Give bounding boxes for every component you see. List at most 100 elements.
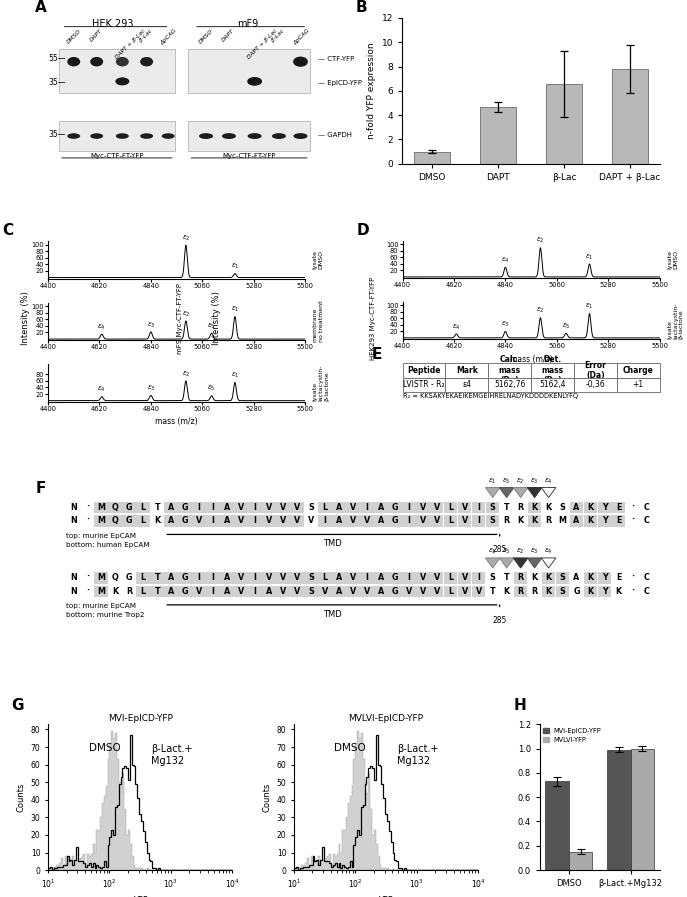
Bar xyxy=(136,572,150,584)
Bar xyxy=(556,586,570,597)
Bar xyxy=(220,515,234,527)
Text: V: V xyxy=(238,573,245,582)
Text: V: V xyxy=(196,587,203,596)
Polygon shape xyxy=(528,487,542,498)
Ellipse shape xyxy=(247,133,262,139)
Text: A: A xyxy=(378,517,384,526)
Text: I: I xyxy=(477,503,480,512)
Text: A: A xyxy=(224,573,230,582)
Text: N: N xyxy=(70,573,77,582)
Bar xyxy=(248,572,262,584)
Text: E: E xyxy=(616,573,621,582)
Bar xyxy=(444,501,458,513)
Text: G: G xyxy=(573,587,580,596)
Text: A: A xyxy=(378,503,384,512)
Bar xyxy=(122,515,136,527)
Bar xyxy=(458,572,471,584)
Bar xyxy=(332,515,346,527)
Text: I: I xyxy=(212,587,214,596)
X-axis label: mass (m/z): mass (m/z) xyxy=(510,354,552,363)
Text: Myc-CTF-FT-YFP: Myc-CTF-FT-YFP xyxy=(90,153,144,160)
Text: Q: Q xyxy=(112,503,119,512)
Text: top: murine EpCAM: top: murine EpCAM xyxy=(67,603,137,609)
Bar xyxy=(262,572,275,584)
Text: I: I xyxy=(407,517,410,526)
Text: V: V xyxy=(462,503,468,512)
Text: ·: · xyxy=(86,573,89,582)
Bar xyxy=(374,586,387,597)
Bar xyxy=(234,586,248,597)
Text: T: T xyxy=(155,573,160,582)
Text: C: C xyxy=(644,517,649,526)
Text: — CTF-YFP: — CTF-YFP xyxy=(318,56,354,62)
Text: I: I xyxy=(324,517,326,526)
Text: S: S xyxy=(560,587,565,596)
Text: DMSO: DMSO xyxy=(66,28,82,45)
Text: G: G xyxy=(182,587,188,596)
Text: Y: Y xyxy=(602,587,607,596)
Text: membrane
no treatment: membrane no treatment xyxy=(313,300,324,343)
Text: I: I xyxy=(365,573,368,582)
Text: V: V xyxy=(350,517,356,526)
Bar xyxy=(59,49,175,93)
Bar xyxy=(570,515,583,527)
Text: C: C xyxy=(644,587,649,596)
Bar xyxy=(192,572,206,584)
Bar xyxy=(583,515,597,527)
Text: R: R xyxy=(517,587,523,596)
Bar xyxy=(611,69,648,164)
Bar xyxy=(346,515,359,527)
Text: HEK 293: HEK 293 xyxy=(92,20,134,30)
Text: R: R xyxy=(517,573,523,582)
Text: V: V xyxy=(350,587,356,596)
Text: K: K xyxy=(545,587,552,596)
Text: $\varepsilon_1$: $\varepsilon_1$ xyxy=(231,262,239,271)
Text: $\varepsilon_4$: $\varepsilon_4$ xyxy=(544,547,553,556)
Text: G: G xyxy=(182,517,188,526)
Text: bottom: murine Trop2: bottom: murine Trop2 xyxy=(67,613,145,618)
Bar xyxy=(164,515,178,527)
Text: lysate
lactacystin-
β-lactone: lysate lactacystin- β-lactone xyxy=(313,365,329,401)
Bar xyxy=(545,781,569,870)
Text: G: G xyxy=(392,573,398,582)
Bar xyxy=(346,586,359,597)
Text: L: L xyxy=(141,517,146,526)
Text: I: I xyxy=(212,503,214,512)
Text: — EpICD-YFP: — EpICD-YFP xyxy=(318,80,362,86)
Bar xyxy=(556,572,570,584)
Text: R₂ = KKSAKYEKAEIKEMGEIHRELNADYKDDDDKENLYFQ: R₂ = KKSAKYEKAEIKEMGEIHRELNADYKDDDDKENLY… xyxy=(403,393,578,399)
Text: E: E xyxy=(616,503,621,512)
Bar xyxy=(290,586,304,597)
Text: V: V xyxy=(280,517,286,526)
Text: T: T xyxy=(155,503,160,512)
Text: L: L xyxy=(448,503,453,512)
Bar xyxy=(430,515,444,527)
Bar xyxy=(607,750,631,870)
Bar xyxy=(234,501,248,513)
Text: A: A xyxy=(168,587,174,596)
Text: $\varepsilon_2$: $\varepsilon_2$ xyxy=(181,370,190,379)
Bar xyxy=(414,152,450,164)
Polygon shape xyxy=(499,487,514,498)
Ellipse shape xyxy=(222,133,236,139)
Bar xyxy=(164,501,178,513)
Text: S: S xyxy=(308,587,314,596)
Text: 35—: 35— xyxy=(48,130,65,139)
Text: K: K xyxy=(587,517,594,526)
Text: $\varepsilon_2$: $\varepsilon_2$ xyxy=(517,547,525,556)
Bar xyxy=(192,586,206,597)
Text: S: S xyxy=(490,503,495,512)
Text: V: V xyxy=(196,517,203,526)
Text: K: K xyxy=(517,517,523,526)
Text: H: H xyxy=(514,698,526,712)
Text: N: N xyxy=(70,587,77,596)
Text: A: A xyxy=(336,587,342,596)
Text: K: K xyxy=(112,587,118,596)
Text: G: G xyxy=(11,698,24,712)
Bar xyxy=(109,501,122,513)
Text: I: I xyxy=(212,517,214,526)
Bar xyxy=(234,515,248,527)
Text: I: I xyxy=(254,587,257,596)
Bar xyxy=(388,515,402,527)
Text: A: A xyxy=(336,503,342,512)
